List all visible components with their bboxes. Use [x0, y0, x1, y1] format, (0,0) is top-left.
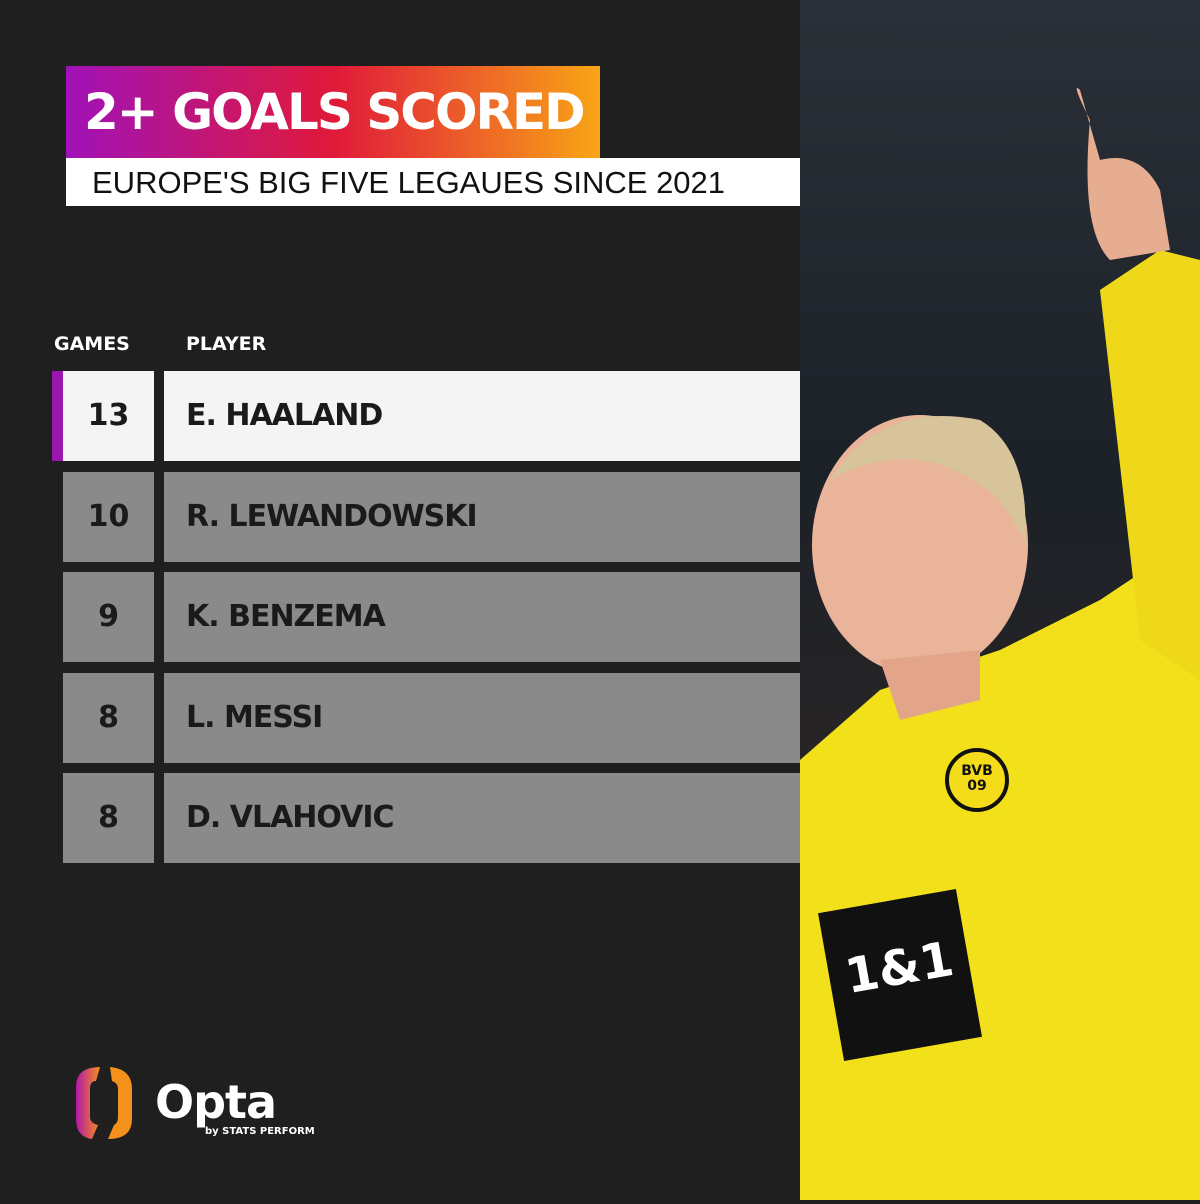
player-cell: D. VLAHOVIC	[164, 773, 800, 863]
player-cell: E. HAALAND	[164, 371, 800, 461]
opta-wordmark: Opta	[155, 1075, 277, 1129]
games-cell: 10	[63, 472, 154, 562]
player-cell: K. BENZEMA	[164, 572, 800, 662]
games-cell: 8	[63, 773, 154, 863]
table-row: 8 L. MESSI	[63, 673, 800, 763]
games-cell: 9	[63, 572, 154, 662]
highlight-bar	[52, 371, 63, 461]
title-banner: 2+ GOALS SCORED	[66, 66, 600, 158]
player-cell: L. MESSI	[164, 673, 800, 763]
header-player: PLAYER	[186, 333, 267, 355]
header-games: GAMES	[54, 333, 130, 355]
table-row: 13 E. HAALAND	[52, 371, 800, 461]
opta-logo-icon	[72, 1063, 136, 1147]
games-cell: 13	[63, 371, 154, 461]
player-photo: BVB 09 1&1	[800, 0, 1200, 1200]
player-cell: R. LEWANDOWSKI	[164, 472, 800, 562]
opta-tagline: by STATS PERFORM	[205, 1126, 315, 1137]
club-crest-text: BVB 09	[961, 763, 993, 794]
games-cell: 8	[63, 673, 154, 763]
table-row: 9 K. BENZEMA	[63, 572, 800, 662]
table-row: 8 D. VLAHOVIC	[63, 773, 800, 863]
subtitle-banner: EUROPE'S BIG FIVE LEGAUES SINCE 2021	[66, 158, 815, 206]
table-row: 10 R. LEWANDOWSKI	[63, 472, 800, 562]
